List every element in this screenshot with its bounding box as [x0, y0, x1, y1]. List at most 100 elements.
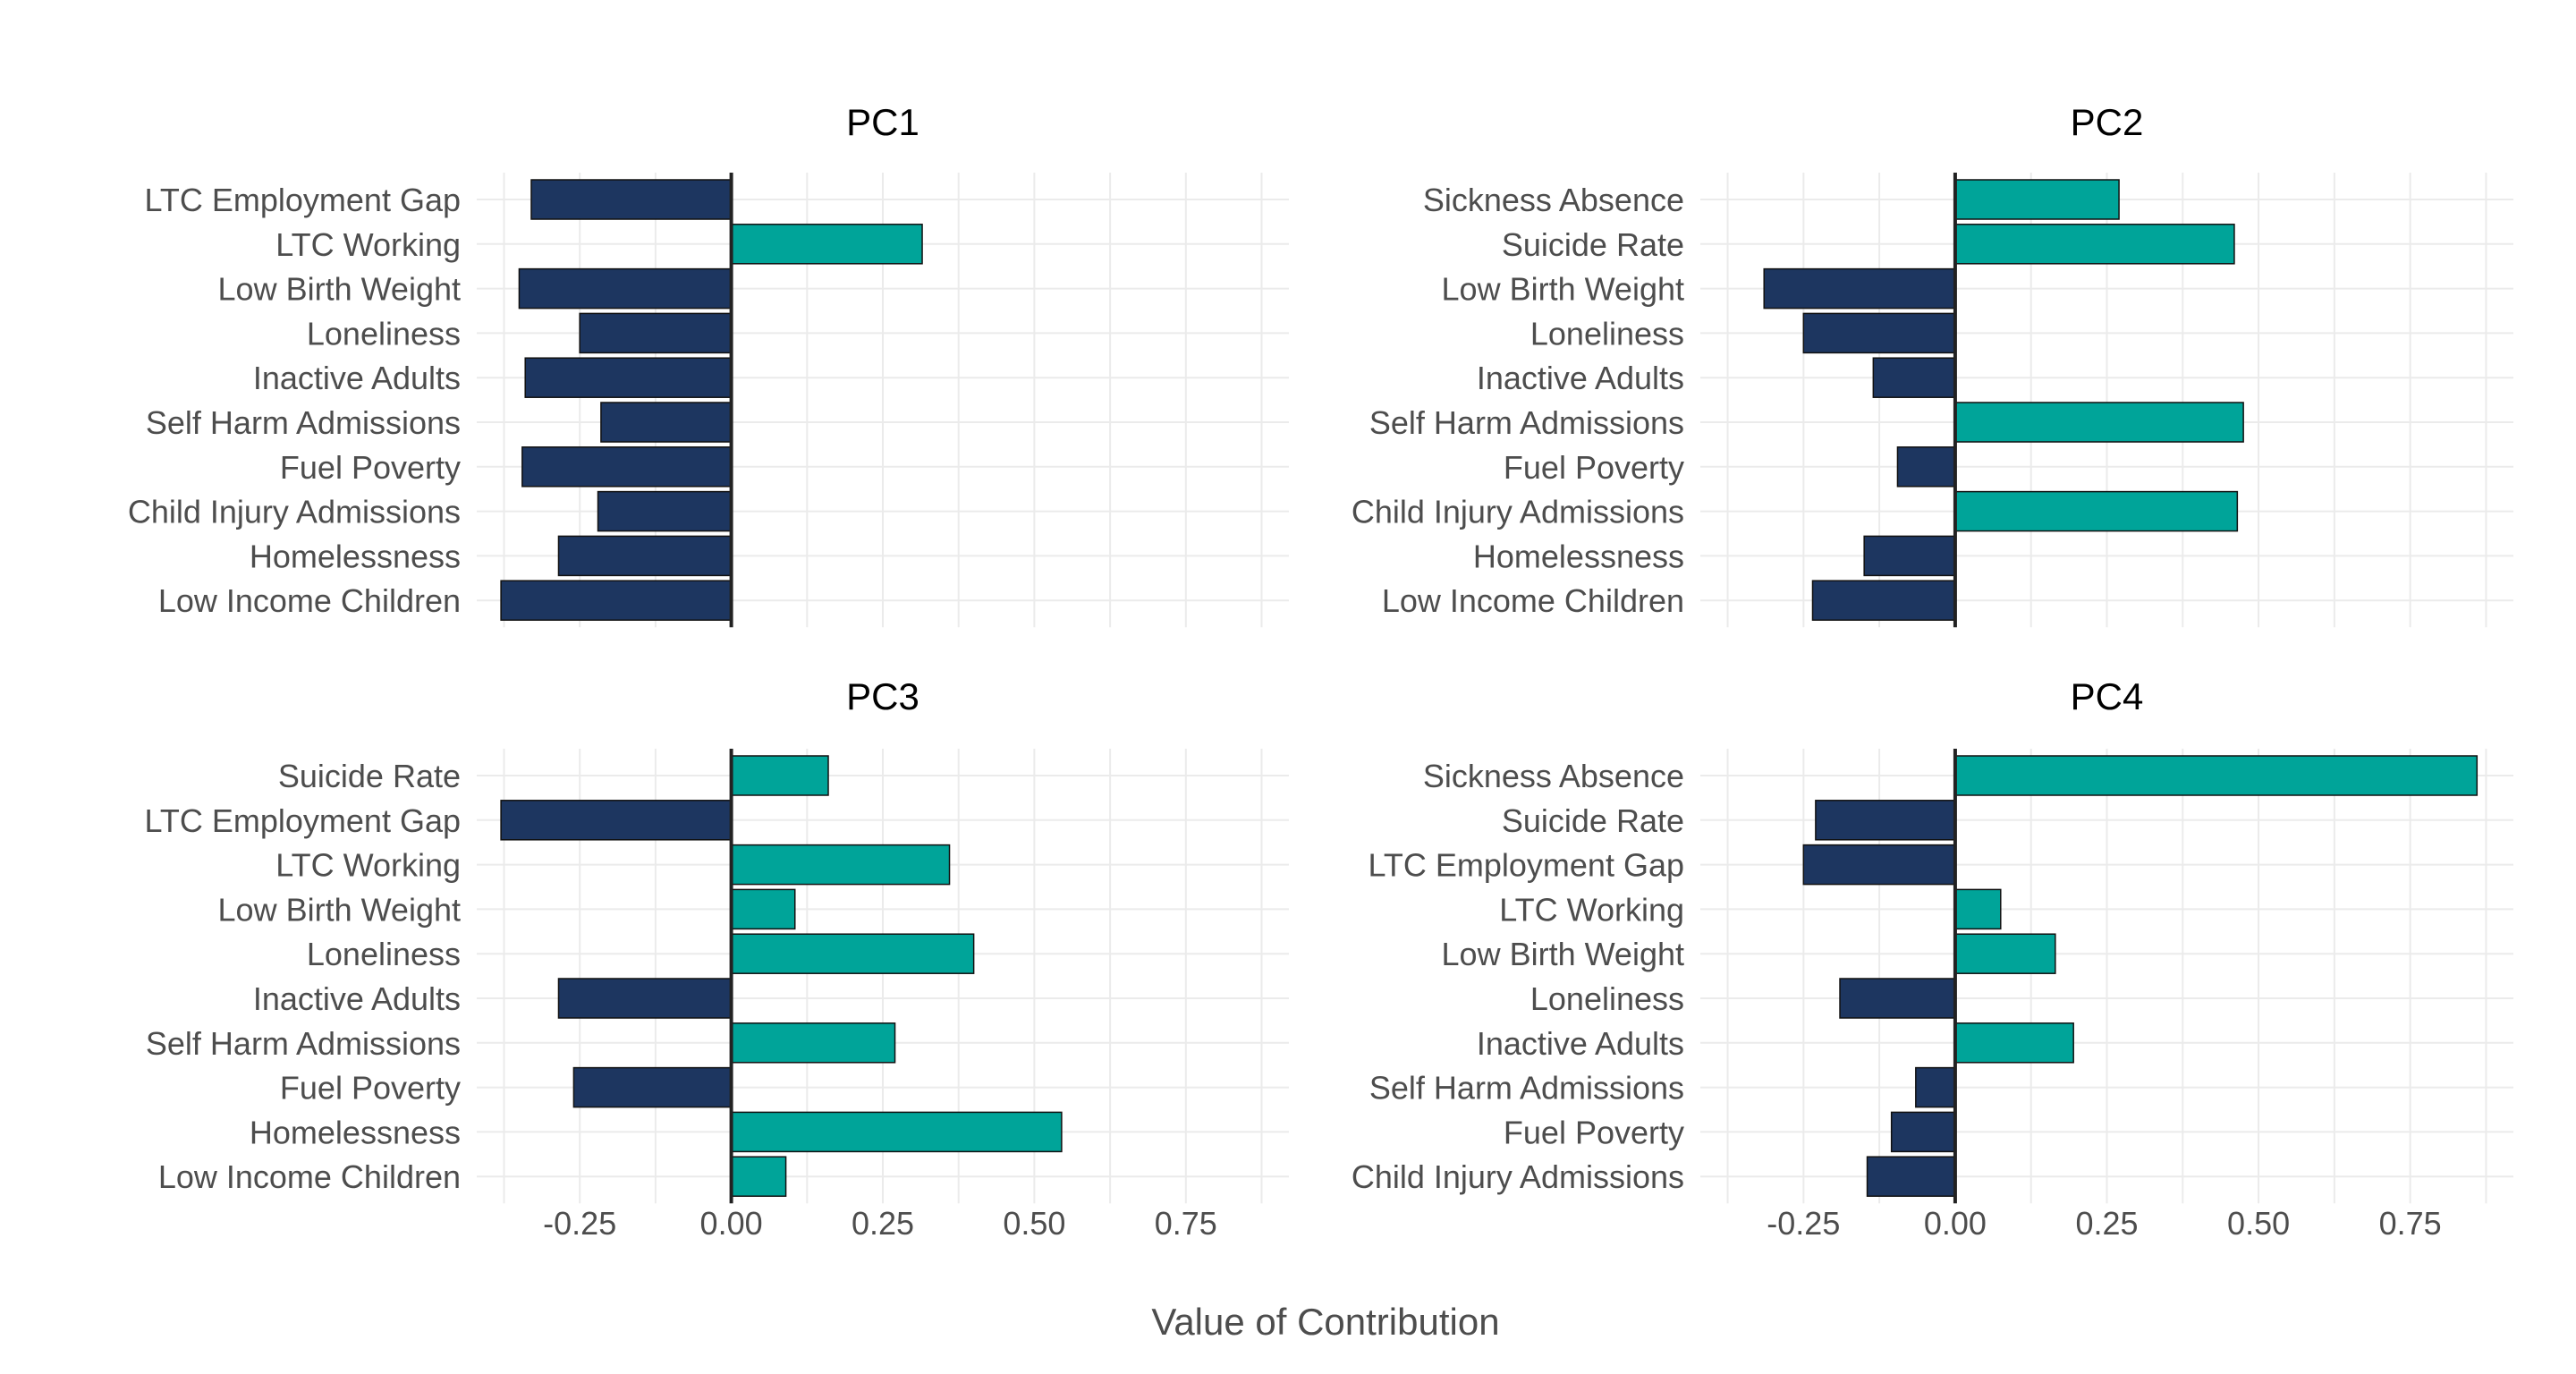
- x-tick-label: -0.25: [543, 1205, 616, 1242]
- category-label: Low Income Children: [1382, 582, 1684, 619]
- category-label: Inactive Adults: [253, 360, 461, 396]
- x-tick-label: 0.75: [1155, 1205, 1217, 1242]
- category-label: LTC Employment Gap: [1368, 847, 1684, 884]
- bar: [518, 267, 733, 310]
- bar: [1954, 224, 2235, 265]
- category-label: Low Birth Weight: [1442, 936, 1684, 972]
- bar: [730, 1022, 896, 1064]
- category-label: Homelessness: [250, 1114, 461, 1150]
- x-tick-label: 0.75: [2379, 1205, 2442, 1242]
- bar: [1863, 535, 1956, 577]
- bar: [1954, 402, 2244, 443]
- facet-pc1: PC1 LTC Employment Gap LTC Working Low Birt…: [128, 101, 1289, 628]
- category-label: Inactive Adults: [1477, 360, 1684, 396]
- category-label: Child Injury Admissions: [128, 494, 461, 530]
- facet-title: PC2: [2071, 101, 2144, 143]
- category-label: Child Injury Admissions: [1352, 494, 1684, 530]
- facet-pc3: PC3 Suicide Rate LTC Employment Gap LTC Wor…: [145, 675, 1289, 1242]
- bar: [730, 888, 796, 930]
- bar: [530, 179, 733, 220]
- category-label: LTC Employment Gap: [145, 182, 461, 218]
- category-label: Low Birth Weight: [218, 891, 461, 928]
- category-label: LTC Working: [1499, 891, 1684, 928]
- bar: [572, 1066, 733, 1108]
- bar: [1763, 267, 1956, 310]
- category-label: LTC Working: [275, 226, 461, 263]
- category-label: Self Harm Admissions: [146, 404, 461, 441]
- bar: [1954, 933, 2056, 974]
- bar: [730, 1156, 787, 1197]
- category-label: Suicide Rate: [1502, 802, 1684, 839]
- category-label: Sickness Absence: [1423, 182, 1684, 218]
- x-tick-label: 0.50: [1003, 1205, 1065, 1242]
- category-label: Homelessness: [250, 538, 461, 574]
- bar: [1954, 888, 2002, 930]
- category-label: Inactive Adults: [253, 980, 461, 1017]
- category-label: Self Harm Admissions: [146, 1025, 461, 1062]
- bar: [730, 755, 829, 796]
- x-tick-label: 0.00: [1924, 1205, 1987, 1242]
- x-axis-title: Value of Contribution: [1151, 1301, 1499, 1343]
- bar: [1866, 1156, 1956, 1197]
- category-label: Sickness Absence: [1423, 758, 1684, 794]
- category-label: Self Harm Admissions: [1369, 1070, 1684, 1107]
- category-label: Homelessness: [1473, 538, 1684, 574]
- category-label: Self Harm Admissions: [1369, 404, 1684, 441]
- bar: [1872, 357, 1956, 398]
- bar: [557, 978, 733, 1019]
- bar: [1815, 800, 1956, 841]
- category-label: Loneliness: [307, 315, 461, 352]
- facet-title: PC3: [846, 675, 919, 717]
- category-label: Loneliness: [1530, 980, 1684, 1017]
- facet-title: PC1: [846, 101, 919, 143]
- category-label: Suicide Rate: [278, 758, 461, 794]
- bar: [1802, 844, 1956, 886]
- bar: [1954, 1022, 2074, 1064]
- bar: [1811, 580, 1956, 621]
- bar: [579, 312, 733, 354]
- bar: [1915, 1066, 1956, 1108]
- x-tick-label: 0.25: [852, 1205, 914, 1242]
- category-label: Loneliness: [307, 936, 461, 972]
- bar: [557, 535, 733, 577]
- bar: [730, 1111, 1063, 1153]
- facet-title: PC4: [2071, 675, 2144, 717]
- bar: [730, 224, 923, 265]
- category-label: Low Income Children: [158, 582, 461, 619]
- bar: [1839, 978, 1956, 1019]
- category-label: LTC Working: [275, 847, 461, 884]
- bar: [1802, 312, 1956, 354]
- category-label: Loneliness: [1530, 315, 1684, 352]
- category-label: Inactive Adults: [1477, 1025, 1684, 1062]
- category-label: Low Income Children: [158, 1158, 461, 1195]
- facet-pc4: PC4 Sickness Absence Suicide Rate LTC Emplo…: [1352, 675, 2513, 1242]
- bar: [730, 844, 951, 886]
- x-tick-label: 0.25: [2075, 1205, 2138, 1242]
- category-label: Fuel Poverty: [280, 449, 461, 486]
- x-tick-label: -0.25: [1767, 1205, 1840, 1242]
- x-tick-label: 0.50: [2227, 1205, 2290, 1242]
- facet-pc2: PC2 Sickness Absence Suicide Rate Low Birth…: [1352, 101, 2513, 628]
- bar: [1896, 446, 1956, 488]
- category-label: Fuel Poverty: [1504, 449, 1684, 486]
- facet-panels: PC1 LTC Employment Gap LTC Working Low Birt…: [128, 101, 2513, 1242]
- bar: [1954, 490, 2239, 532]
- x-tick-label: 0.00: [700, 1205, 763, 1242]
- bar: [1890, 1111, 1956, 1153]
- bar: [730, 933, 975, 974]
- bar: [500, 800, 733, 841]
- category-label: Low Birth Weight: [218, 271, 461, 308]
- bar: [1954, 755, 2479, 796]
- category-label: Fuel Poverty: [280, 1070, 461, 1107]
- category-label: Suicide Rate: [1502, 226, 1684, 263]
- category-label: Low Birth Weight: [1442, 271, 1684, 308]
- bar: [521, 446, 733, 488]
- bar: [600, 402, 733, 443]
- category-label: Child Injury Admissions: [1352, 1158, 1684, 1195]
- bar: [597, 490, 733, 532]
- bar: [524, 357, 733, 398]
- bar: [1954, 179, 2120, 220]
- bar: [500, 580, 733, 621]
- category-label: LTC Employment Gap: [145, 802, 461, 839]
